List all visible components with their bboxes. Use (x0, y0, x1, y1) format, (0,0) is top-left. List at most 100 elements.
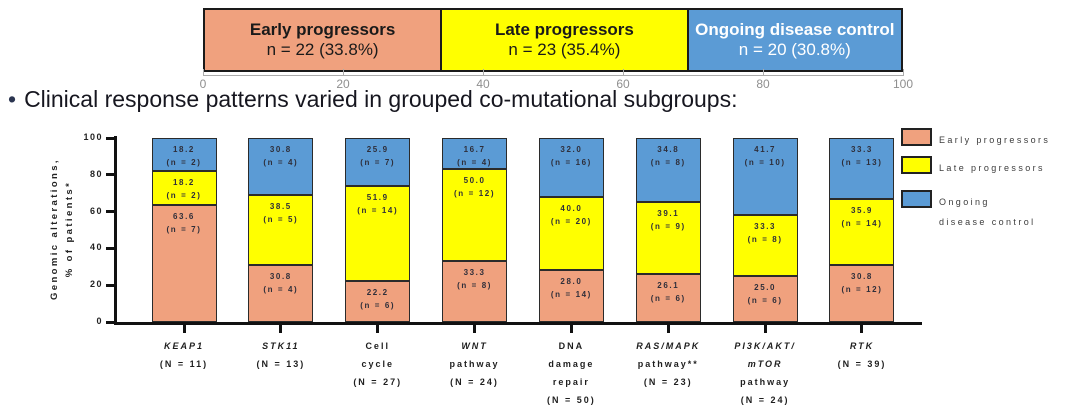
segment-count-label: (n = 4) (263, 285, 299, 295)
x-category-label-line: repair (552, 377, 590, 387)
segment-count-label: (n = 6) (747, 295, 783, 305)
banner-segment-label: Ongoing disease control (695, 20, 895, 39)
x-axis-tick (376, 325, 380, 333)
bar-segment: 25.0 (n = 6) (732, 275, 798, 322)
bar-segment: 63.6 (n = 7) (151, 204, 217, 322)
response-group-banner-chart: Early progressors n = 22 (33.8%) Late prog… (203, 8, 903, 72)
segment-count-label: (n = 12) (454, 188, 496, 198)
segment-percent-label: 25.9 (366, 145, 389, 154)
segment-percent-label: 26.1 (657, 280, 680, 290)
bar-segment: 28.0 (n = 14) (538, 270, 604, 322)
segment-count-label: (n = 4) (457, 158, 493, 167)
x-category-label-line: pathway (740, 377, 791, 387)
banner-axis-tick-label: 100 (892, 77, 914, 91)
banner-axis-tick (903, 69, 904, 75)
x-category-label-line: pathway (449, 359, 500, 369)
x-category-label: STK11 (N = 13) (226, 337, 336, 373)
banner-segment-1: Early progressors n = 22 (33.8%) (205, 10, 441, 70)
legend-swatch (901, 128, 932, 146)
bar-dna: 32.0 (n = 16) 40.0 (n = 20) 28.0 (n = 14) (538, 138, 604, 322)
bullet-sentence-text: Clinical response patterns varied in gro… (24, 86, 738, 112)
banner-x-axis-line (203, 75, 904, 76)
legend-item-3: Ongoing disease control (901, 190, 1036, 232)
segment-percent-label: 30.8 (269, 145, 292, 154)
x-category-label-line: Cell (365, 341, 390, 351)
segment-percent-label: 28.0 (560, 277, 583, 287)
segment-percent-label: 22.2 (366, 288, 389, 298)
legend-swatch (901, 190, 932, 208)
y-axis-tick-label: 0 (96, 316, 103, 326)
segment-count-label: (n = 9) (650, 222, 686, 232)
x-category-label-line: pathway** (637, 359, 699, 369)
y-axis-tick-label: 100 (83, 132, 103, 142)
banner-axis-tick (483, 69, 484, 75)
bar-rtk: 33.3 (n = 13) 35.9 (n = 14) 30.8 (n = 12) (829, 138, 895, 322)
x-category-label-line: cycle (361, 359, 394, 369)
bar-segment: 26.1 (n = 6) (635, 273, 701, 322)
x-category-label-line: (N = 24) (450, 377, 499, 387)
bar-segment: 33.3 (n = 8) (732, 214, 798, 276)
banner-segment-count: n = 23 (35.4%) (508, 40, 621, 59)
segment-count-label: (n = 10) (744, 158, 786, 167)
x-category-label-line: (N = 39) (837, 359, 887, 369)
legend-label-line: Early progressors (939, 135, 1051, 145)
segment-count-label: (n = 4) (263, 158, 299, 167)
x-axis-tick (473, 325, 477, 333)
bar-segment: 33.3 (n = 13) (829, 138, 895, 200)
segment-percent-label: 33.3 (754, 221, 777, 231)
x-category-label-line: (N = 27) (353, 377, 403, 387)
bar-segment: 22.2 (n = 6) (345, 281, 411, 322)
y-axis-tick-label: 80 (89, 168, 103, 179)
bar-segment: 39.1 (n = 9) (635, 202, 701, 274)
segment-count-label: (n = 14) (357, 205, 399, 215)
segment-count-label: (n = 16) (550, 158, 592, 167)
legend-item-1: Early progressors (901, 128, 1050, 150)
bar-segment: 50.0 (n = 12) (442, 168, 508, 261)
segment-percent-label: 51.9 (366, 192, 389, 202)
bar-segment: 51.9 (n = 14) (345, 185, 411, 282)
bar-segment: 30.8 (n = 4) (248, 138, 314, 195)
x-category-label-line: (N = 50) (547, 395, 596, 405)
segment-count-label: (n = 8) (747, 234, 783, 244)
x-category-label-line: RAS/MAPK (636, 341, 701, 351)
x-category-label-line: STK11 (262, 341, 300, 351)
bar-segment: 33.3 (n = 8) (442, 260, 508, 322)
x-category-label: DNA damage repair (N = 50) (516, 337, 626, 407)
bar-cell: 25.9 (n = 7) 51.9 (n = 14) 22.2 (n = 6) (345, 138, 411, 322)
y-axis-title-line2: % of patients* (64, 180, 75, 278)
segment-count-label: (n = 14) (841, 219, 883, 229)
y-axis-tick (106, 246, 114, 250)
x-category-label-line: DNA (558, 341, 585, 351)
bar-segment: 18.2 (n = 2) (151, 171, 217, 205)
y-axis-tick-label: 40 (89, 242, 103, 253)
bar-segment: 16.7 (n = 4) (442, 138, 508, 169)
legend-label-line: disease control (939, 217, 1036, 227)
segment-percent-label: 35.9 (850, 206, 873, 216)
x-axis-tick (860, 325, 864, 333)
x-category-label: RAS/MAPK pathway** (N = 23) (613, 337, 723, 391)
segment-count-label: (n = 8) (650, 158, 686, 167)
y-axis-tick (106, 173, 114, 177)
x-axis-line (114, 322, 922, 325)
x-category-label: WNT pathway (N = 24) (420, 337, 530, 391)
bar-segment: 40.0 (n = 20) (538, 196, 604, 271)
segment-count-label: (n = 5) (263, 214, 299, 224)
bar-segment: 32.0 (n = 16) (538, 138, 604, 197)
bar-segment: 18.2 (n = 2) (151, 138, 217, 172)
legend-item-2: Late progressors (901, 156, 1045, 178)
x-axis-tick (666, 325, 670, 333)
banner-axis-tick-label: 60 (616, 77, 630, 91)
x-category-label-line: (N = 13) (256, 359, 306, 369)
x-axis-tick (182, 325, 186, 333)
bar-segment: 30.8 (n = 4) (248, 265, 314, 323)
banner-segment-label: Late progressors (494, 20, 634, 39)
x-category-label: PI3K/AKT/mTOR pathway (N = 24) (710, 337, 820, 407)
segment-percent-label: 18.2 (173, 178, 195, 188)
segment-count-label: (n = 7) (166, 224, 202, 234)
bar-keap1: 18.2 (n = 2) 18.2 (n = 2) 63.6 (n = 7) (151, 138, 217, 322)
y-axis-tick (106, 320, 114, 324)
bullet-icon: • (8, 86, 17, 112)
x-category-label-line: PI3K/AKT/ (734, 341, 796, 351)
y-axis-tick (106, 283, 114, 287)
